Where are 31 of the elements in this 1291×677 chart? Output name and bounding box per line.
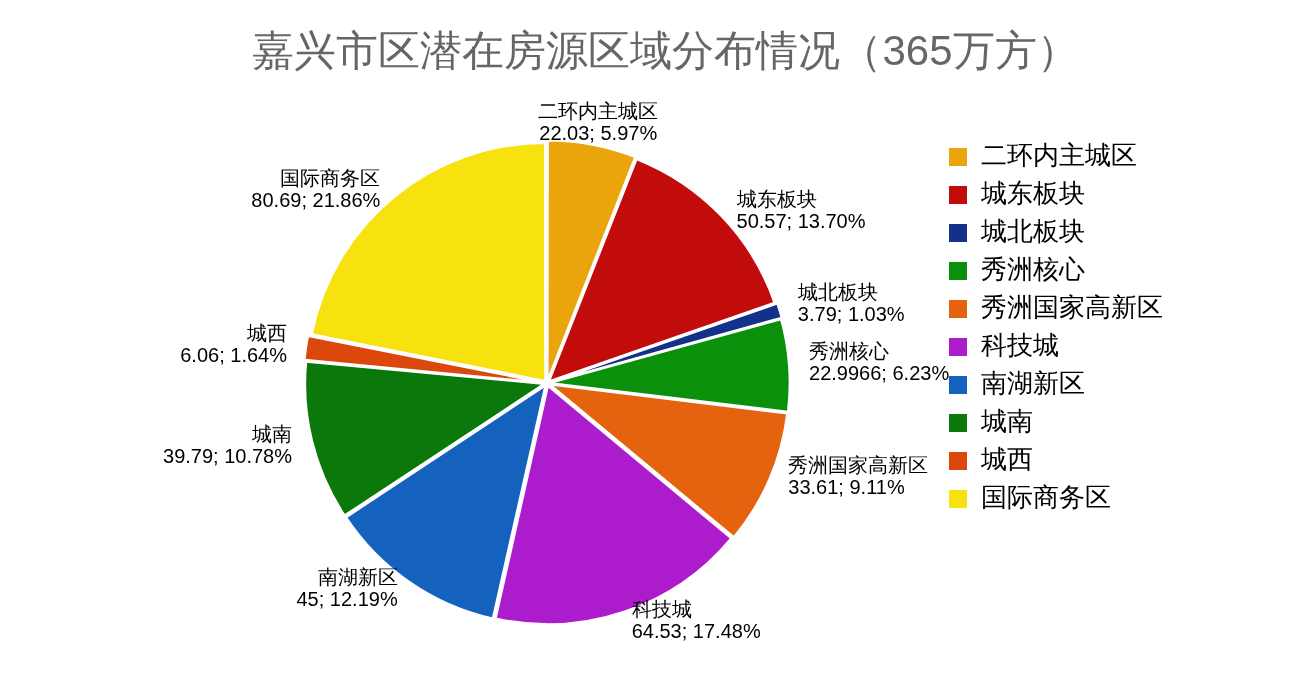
legend-label: 二环内主城区 [981, 140, 1137, 171]
data-label: 39.79; 10.78% [163, 445, 293, 468]
data-label: 22.9966; 6.23% [809, 362, 950, 385]
slice-label: 城东板块 [735, 187, 817, 210]
data-label: 6.06; 1.64% [180, 343, 288, 366]
legend-label: 城东板块 [980, 178, 1085, 209]
legend-label: 城西 [980, 444, 1033, 475]
data-label: 45; 12.19% [296, 587, 398, 610]
slice-label: 二环内主城区 [538, 99, 659, 122]
data-label: 3.79; 1.03% [797, 303, 905, 326]
data-label: 22.03; 5.97% [539, 121, 658, 144]
legend-label: 城北板块 [980, 216, 1085, 247]
slice-label: 秀洲国家高新区 [788, 453, 929, 476]
slice-label: 城北板块 [796, 281, 878, 304]
legend-label: 秀洲国家高新区 [981, 292, 1163, 323]
slice-label: 科技城 [631, 598, 692, 621]
legend-label: 秀洲核心 [981, 254, 1085, 285]
slice-label: 南湖新区 [317, 565, 398, 588]
slice-label: 城西 [245, 321, 287, 344]
slice-label: 城南 [251, 423, 293, 446]
legend-label: 国际商务区 [981, 482, 1111, 513]
data-label: 33.61; 9.11% [788, 475, 905, 498]
data-label: 64.53; 17.48% [631, 620, 761, 643]
legend-label: 城南 [980, 406, 1033, 437]
legend-label: 南湖新区 [981, 368, 1085, 399]
slice-label: 秀洲核心 [809, 340, 890, 363]
legend-label: 科技城 [981, 330, 1059, 361]
chart-title: 嘉兴市区潜在房源区域分布情况（365万方） [252, 26, 1079, 74]
data-label: 50.57; 13.70% [736, 209, 866, 232]
data-label: 80.69; 21.86% [251, 188, 381, 211]
slice-label: 国际商务区 [280, 166, 381, 189]
